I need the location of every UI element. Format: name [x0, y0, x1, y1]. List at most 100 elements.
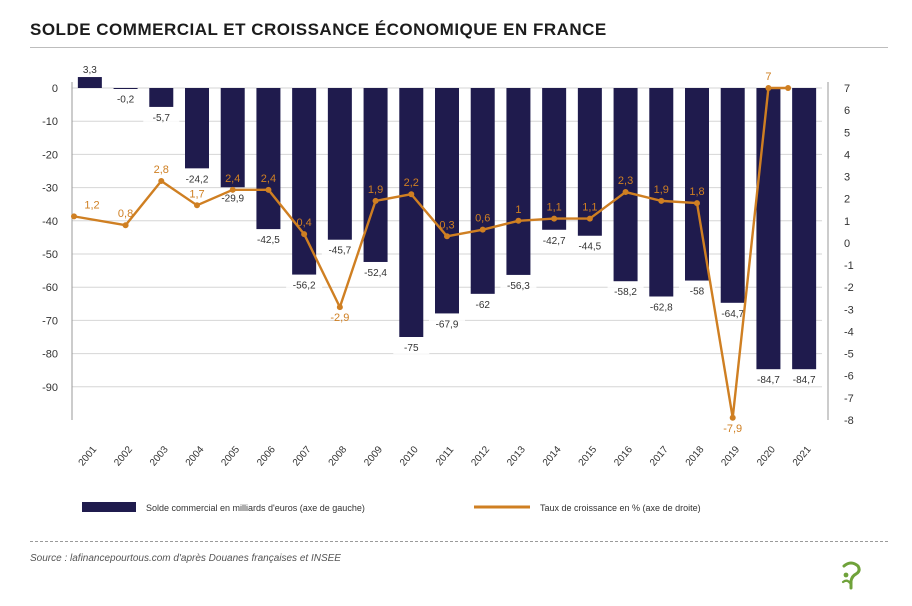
bar-value-label: -58 — [690, 287, 705, 298]
title-underline — [30, 47, 888, 48]
growth-value-label: 1,2 — [84, 199, 99, 211]
x-tick-label: 2012 — [469, 444, 492, 468]
growth-point — [515, 217, 522, 224]
growth-point — [765, 85, 772, 91]
bar-value-label: 3,3 — [83, 65, 97, 76]
bar-label-bg — [464, 297, 501, 311]
bar-label-bg — [107, 92, 144, 106]
y-left-tick-label: -80 — [42, 349, 58, 361]
x-tick-label: 2002 — [112, 444, 135, 468]
bar-label-bg — [536, 233, 573, 247]
growth-point — [408, 191, 415, 198]
bar-value-label: -56,3 — [507, 281, 530, 292]
growth-value-label: 1,7 — [189, 188, 204, 200]
chart-title: SOLDE COMMERCIAL ET CROISSANCE ÉCONOMIQU… — [30, 20, 607, 39]
y-right-tick-label: 5 — [844, 127, 850, 139]
growth-value-label: -7,9 — [723, 423, 742, 435]
x-tick-label: 2005 — [219, 444, 242, 468]
bar-label-bg — [607, 285, 644, 299]
bar-value-label: -84,7 — [757, 375, 780, 386]
bar — [542, 88, 567, 230]
bar-label-bg — [357, 265, 394, 279]
x-tick-label: 2014 — [541, 444, 564, 468]
bar-value-label: -62,8 — [650, 302, 673, 313]
x-tick-label: 2008 — [327, 444, 350, 468]
bar-value-label: -84,7 — [793, 375, 816, 386]
growth-value-label: 1,1 — [582, 202, 597, 214]
y-right-tick-label: 3 — [844, 172, 850, 184]
growth-point — [122, 222, 129, 229]
bar-value-label: -56,2 — [293, 281, 316, 292]
growth-value-label: 7 — [765, 71, 771, 83]
bar-label-bg — [643, 300, 680, 314]
growth-value-label: 0,8 — [118, 208, 133, 220]
x-tick-label: 2007 — [291, 444, 314, 468]
growth-point — [336, 304, 343, 311]
y-right-tick-label: -2 — [844, 282, 854, 294]
legend-label-bars: Solde commercial en milliards d'euros (a… — [146, 503, 365, 513]
y-right-tick-label: -3 — [844, 304, 854, 316]
growth-point — [372, 197, 379, 204]
x-tick-label: 2011 — [434, 444, 457, 468]
bar-label-bg — [786, 373, 823, 387]
bar-value-label: -24,2 — [186, 174, 209, 185]
bar — [720, 88, 745, 303]
growth-point — [301, 231, 308, 238]
growth-value-label: -2,9 — [330, 312, 349, 324]
legend-swatch-bars — [82, 502, 136, 512]
bar — [149, 88, 174, 107]
bar-label-bg — [714, 306, 751, 320]
bar — [256, 88, 281, 230]
bar — [399, 88, 424, 337]
y-left-tick-label: -50 — [42, 249, 58, 261]
bar-value-label: -75 — [404, 343, 419, 354]
bar — [577, 88, 602, 236]
growth-point — [694, 200, 700, 207]
y-right-tick-label: 1 — [844, 216, 850, 228]
y-right-tick-label: 4 — [844, 149, 850, 161]
growth-point — [729, 414, 736, 421]
growth-point — [479, 226, 486, 233]
growth-point — [158, 177, 165, 184]
bar — [506, 88, 531, 275]
growth-value-label: 2,2 — [404, 177, 419, 189]
legend-label-line: Taux de croissance en % (axe de droite) — [540, 503, 701, 513]
bar-label-bg — [179, 172, 215, 186]
bar — [185, 88, 209, 169]
growth-value-label: 1,9 — [368, 184, 383, 196]
y-right-tick-label: -5 — [844, 349, 854, 361]
y-left-tick-label: -20 — [42, 149, 58, 161]
logo-icon — [841, 561, 861, 590]
chart-svg: 0 -10 -20 -30 -40 -50 -60 -70 -80 -90 7 6 5 4 3 2 1 0 -1 -2… — [42, 63, 854, 513]
growth-point — [265, 186, 272, 193]
growth-point — [658, 197, 665, 204]
bar — [363, 88, 388, 262]
bar — [470, 88, 495, 294]
bar — [292, 88, 317, 275]
growth-value-label: 0,3 — [439, 219, 454, 231]
x-tick-label: 2010 — [398, 444, 421, 468]
growth-value-label: 1,1 — [546, 202, 561, 214]
growth-point — [785, 85, 792, 91]
bar-label-bg — [250, 233, 287, 247]
growth-point — [194, 202, 200, 209]
x-tick-label: 2018 — [684, 444, 707, 468]
x-tick-label: 2001 — [77, 444, 100, 468]
bar — [756, 88, 781, 370]
x-tick-label: 2019 — [719, 444, 742, 468]
y-right-tick-label: -1 — [844, 260, 854, 272]
y-right-tick-label: 7 — [844, 83, 850, 95]
y-left-tick-label: -10 — [42, 116, 58, 128]
x-tick-label: 2016 — [612, 444, 635, 468]
bar-label-bg — [571, 239, 608, 253]
y-right-tick-label: 2 — [844, 194, 850, 206]
bar-label-bg — [500, 278, 537, 292]
x-tick-label: 2013 — [505, 444, 528, 468]
x-tick-label: 2021 — [791, 444, 814, 468]
growth-line — [73, 86, 789, 419]
y-left-tick-label: -40 — [42, 216, 58, 228]
growth-value-label: 2,4 — [225, 173, 240, 185]
bar — [327, 88, 352, 240]
bar-label-bg — [750, 373, 787, 387]
growth-value-label: 2,8 — [154, 164, 169, 176]
